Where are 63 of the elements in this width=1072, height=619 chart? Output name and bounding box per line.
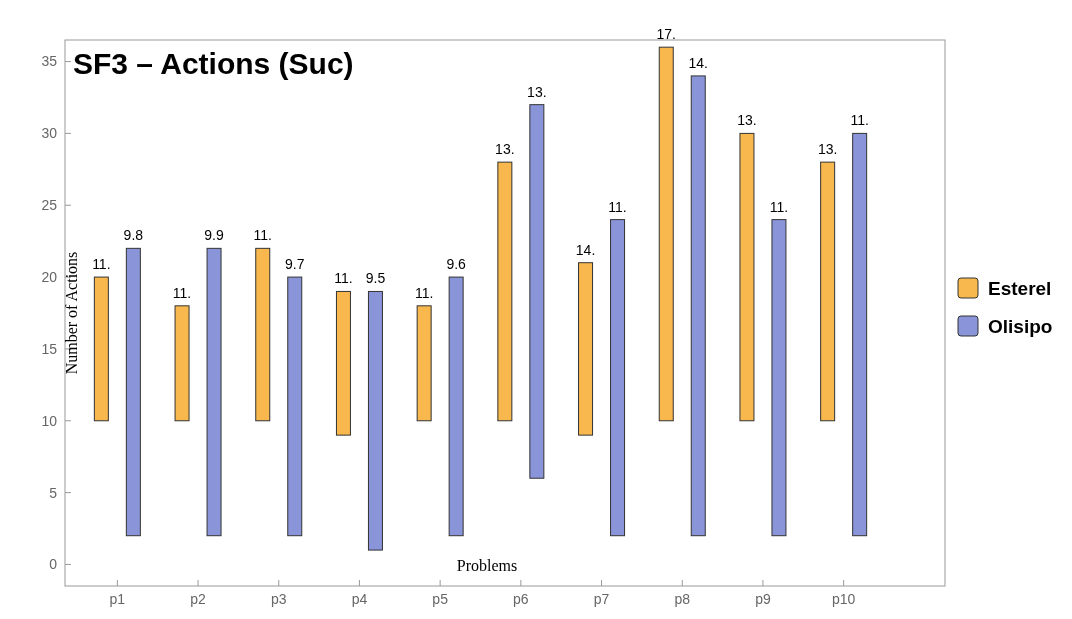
x-tick-label: p10: [831, 591, 856, 607]
y-axis-title: Number of Actions: [63, 251, 80, 375]
x-tick-label: p4: [351, 591, 368, 607]
bar: [416, 305, 432, 422]
bar: [206, 247, 222, 537]
bar: [690, 75, 706, 537]
y-tick-label: 25: [41, 197, 58, 214]
annotation: 11.: [769, 198, 789, 215]
annotation: 13.: [817, 141, 838, 158]
y-tick-label: 15: [41, 340, 58, 357]
bar: [497, 161, 513, 422]
annotation: 13.: [527, 83, 547, 100]
x-tick-label: p9: [755, 591, 771, 607]
x-tick-label: p6: [513, 591, 529, 607]
annotation: 11.: [92, 256, 111, 273]
annotation: 11.: [172, 284, 192, 301]
annotation: 9.8: [123, 227, 144, 244]
x-tick-label: p5: [432, 591, 449, 607]
x-tick-label: p2: [190, 591, 207, 607]
bar: [529, 104, 545, 479]
bar: [820, 161, 836, 422]
annotation: 9.5: [365, 270, 386, 287]
bar: [367, 290, 383, 551]
bar: [852, 132, 868, 537]
bar: [658, 46, 674, 422]
bar: [610, 219, 626, 537]
annotation: 9.6: [446, 256, 467, 273]
annotation: 9.7: [285, 256, 305, 273]
legend-label: Olisipo: [988, 315, 1053, 337]
bar: [578, 262, 594, 436]
y-tick-label: 5: [49, 484, 58, 501]
bar: [448, 276, 464, 537]
annotation: 11.: [850, 112, 869, 129]
annotation: 11.: [414, 284, 434, 301]
annotation: 17.: [656, 26, 676, 43]
annotation: 9.9: [204, 227, 224, 244]
annotation: 13.: [495, 141, 515, 158]
y-tick-label: 30: [41, 125, 58, 142]
x-tick-label: p7: [593, 591, 610, 607]
bar: [287, 276, 303, 537]
legend-label: Esterel: [988, 277, 1052, 299]
bar: [335, 290, 351, 436]
bar: [93, 276, 109, 422]
bar: [771, 219, 787, 537]
annotation: 11.: [253, 227, 272, 244]
annotation: 13.: [737, 112, 757, 129]
bar: [739, 132, 755, 422]
bar: [174, 305, 190, 422]
x-tick-label: p8: [674, 591, 691, 607]
bar: [125, 247, 141, 537]
x-axis-title: Problems: [456, 557, 518, 574]
annotation: 11.: [608, 198, 627, 215]
y-tick-label: 0: [49, 556, 58, 573]
annotation: 14.: [575, 241, 596, 258]
bar: [255, 247, 271, 422]
annotation: 14.: [688, 54, 708, 71]
x-tick-label: p1: [109, 591, 126, 607]
chart-title: SF3 – Actions (Suc): [73, 47, 354, 80]
annotation: 11.: [334, 270, 353, 287]
y-tick-label: 10: [41, 412, 58, 429]
x-tick-label: p3: [270, 591, 287, 607]
y-tick-label: 35: [41, 53, 58, 70]
y-tick-label: 20: [41, 268, 58, 285]
